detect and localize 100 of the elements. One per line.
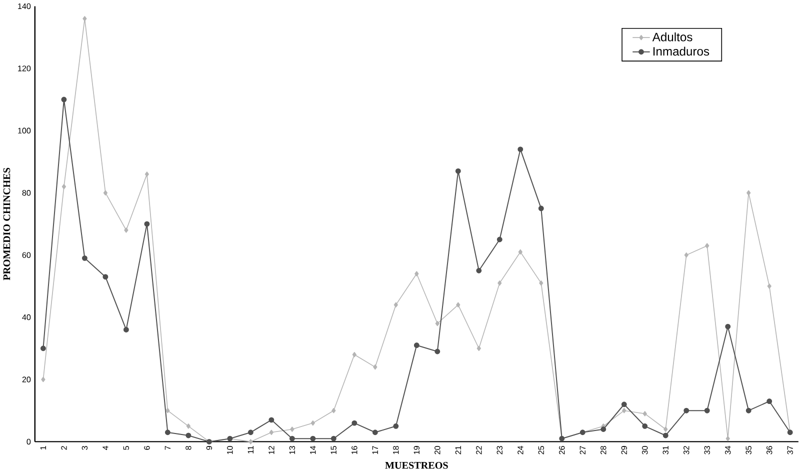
- x-tick-label: 35: [746, 446, 752, 454]
- point: [642, 423, 648, 429]
- x-tick-label: 5: [123, 446, 130, 450]
- point: [496, 236, 502, 242]
- point: [82, 16, 87, 22]
- x-tick-label: 34: [725, 446, 731, 454]
- y-tick-label: 0: [26, 438, 31, 445]
- point: [166, 408, 170, 414]
- x-axis-title: MUESTREOS: [385, 462, 448, 469]
- x-tick-label: 18: [393, 446, 399, 454]
- x-tick-label: 30: [642, 446, 648, 454]
- point: [642, 411, 647, 416]
- point: [330, 436, 336, 442]
- point: [269, 430, 274, 435]
- point: [352, 352, 356, 358]
- point: [268, 417, 274, 423]
- point: [746, 190, 751, 196]
- point: [332, 408, 336, 414]
- point: [705, 243, 710, 248]
- point: [290, 426, 294, 432]
- x-tick-label: 24: [518, 446, 524, 454]
- point: [41, 376, 46, 382]
- y-tick-label: 40: [22, 314, 31, 320]
- point: [372, 430, 378, 436]
- x-tick-label: 23: [496, 446, 502, 454]
- point: [289, 436, 295, 442]
- point: [539, 280, 544, 286]
- point: [352, 420, 358, 426]
- legend-label: Inmaduros: [653, 46, 710, 56]
- point: [662, 432, 668, 438]
- point: [476, 268, 482, 274]
- x-tick-label: 27: [580, 446, 586, 454]
- point: [664, 426, 668, 432]
- x-tick-label: 15: [330, 446, 336, 454]
- x-tick-label: 10: [227, 446, 233, 454]
- point: [414, 271, 419, 276]
- x-tick-label: 3: [82, 446, 88, 450]
- x-tick-label: 13: [289, 446, 296, 454]
- x-tick-label: 6: [144, 446, 150, 450]
- x-tick-label: 1: [40, 446, 46, 450]
- point: [248, 430, 254, 436]
- x-tick-label: 11: [248, 446, 254, 454]
- point: [373, 364, 378, 370]
- x-tick-label: 25: [538, 446, 544, 454]
- x-tick-label: 22: [476, 446, 482, 454]
- point: [538, 206, 544, 212]
- point: [476, 346, 481, 351]
- x-tick-label: 21: [455, 446, 461, 454]
- point: [704, 408, 710, 414]
- point: [164, 430, 170, 436]
- y-tick-label: 140: [18, 3, 31, 10]
- point: [248, 439, 253, 444]
- point: [186, 423, 191, 429]
- x-tick-label: 17: [372, 446, 378, 454]
- point: [767, 284, 772, 289]
- point: [684, 408, 690, 414]
- y-tick-label: 60: [22, 252, 31, 258]
- point: [123, 326, 129, 332]
- point: [40, 346, 46, 352]
- x-tick-label: 4: [102, 446, 108, 450]
- point: [186, 432, 192, 438]
- point: [600, 426, 606, 432]
- x-tick-label: 8: [186, 446, 192, 450]
- x-tick-label: 26: [559, 446, 565, 454]
- point: [82, 255, 88, 261]
- point: [310, 420, 315, 426]
- point: [61, 96, 67, 102]
- point: [62, 184, 66, 190]
- x-tick-label: 37: [787, 446, 793, 454]
- point: [498, 280, 502, 286]
- x-tick-label: 19: [414, 446, 420, 454]
- x-tick-label: 33: [704, 446, 710, 454]
- point: [456, 302, 460, 308]
- x-tick-label: 16: [352, 446, 358, 454]
- point: [684, 252, 688, 258]
- x-tick-label: 20: [434, 446, 440, 454]
- y-axis-title: PROMEDIO CHINCHES: [3, 168, 10, 280]
- point: [435, 320, 440, 326]
- point: [518, 146, 524, 152]
- x-tick-label: 7: [164, 446, 170, 450]
- point: [434, 348, 440, 354]
- x-tick-label: 14: [310, 446, 316, 454]
- x-tick-label: 12: [268, 446, 274, 454]
- x-tick-label: 29: [621, 446, 627, 454]
- point: [766, 398, 772, 404]
- x-tick-label: 2: [61, 446, 67, 450]
- point: [102, 274, 108, 280]
- point: [414, 342, 420, 348]
- point: [621, 402, 627, 408]
- point: [455, 168, 461, 174]
- point: [393, 423, 399, 429]
- x-tick-label: 9: [206, 446, 212, 450]
- y-tick-label: 80: [22, 190, 31, 196]
- legend-label: Adultos: [652, 32, 692, 42]
- point: [518, 249, 522, 255]
- point: [746, 408, 752, 414]
- y-tick-label: 100: [18, 128, 31, 134]
- x-tick-label: 32: [684, 446, 690, 454]
- point: [144, 172, 150, 177]
- point: [144, 221, 150, 227]
